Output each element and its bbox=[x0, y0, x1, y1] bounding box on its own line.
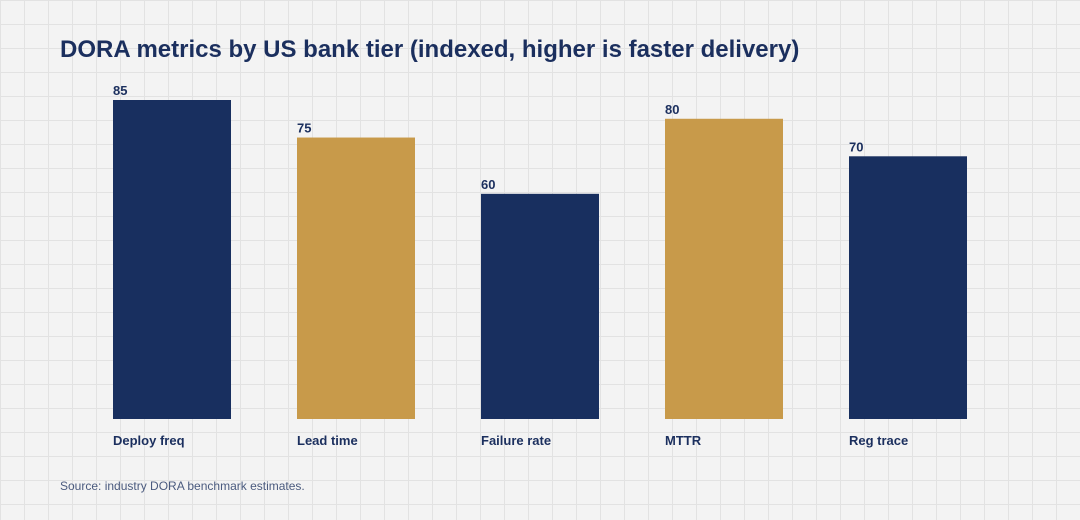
bar-failure-rate bbox=[481, 193, 599, 419]
bar-mttr bbox=[665, 118, 783, 419]
category-label: Deploy freq bbox=[113, 433, 185, 448]
bar-value-label: 80 bbox=[665, 102, 679, 117]
bar-deploy-freq bbox=[113, 100, 231, 419]
source-note: Source: industry DORA benchmark estimate… bbox=[60, 479, 305, 493]
chart-title: DORA metrics by US bank tier (indexed, h… bbox=[60, 36, 800, 63]
bar-value-label: 60 bbox=[481, 177, 495, 192]
bar-reg-trace bbox=[849, 156, 967, 419]
category-label: Lead time bbox=[297, 433, 358, 448]
category-label: MTTR bbox=[665, 433, 702, 448]
bar-value-label: 75 bbox=[297, 121, 311, 136]
category-label: Reg trace bbox=[849, 433, 908, 448]
bar-lead-time bbox=[297, 137, 415, 419]
bar-value-label: 70 bbox=[849, 139, 863, 154]
bar-value-label: 85 bbox=[113, 83, 127, 98]
category-label: Failure rate bbox=[481, 433, 551, 448]
